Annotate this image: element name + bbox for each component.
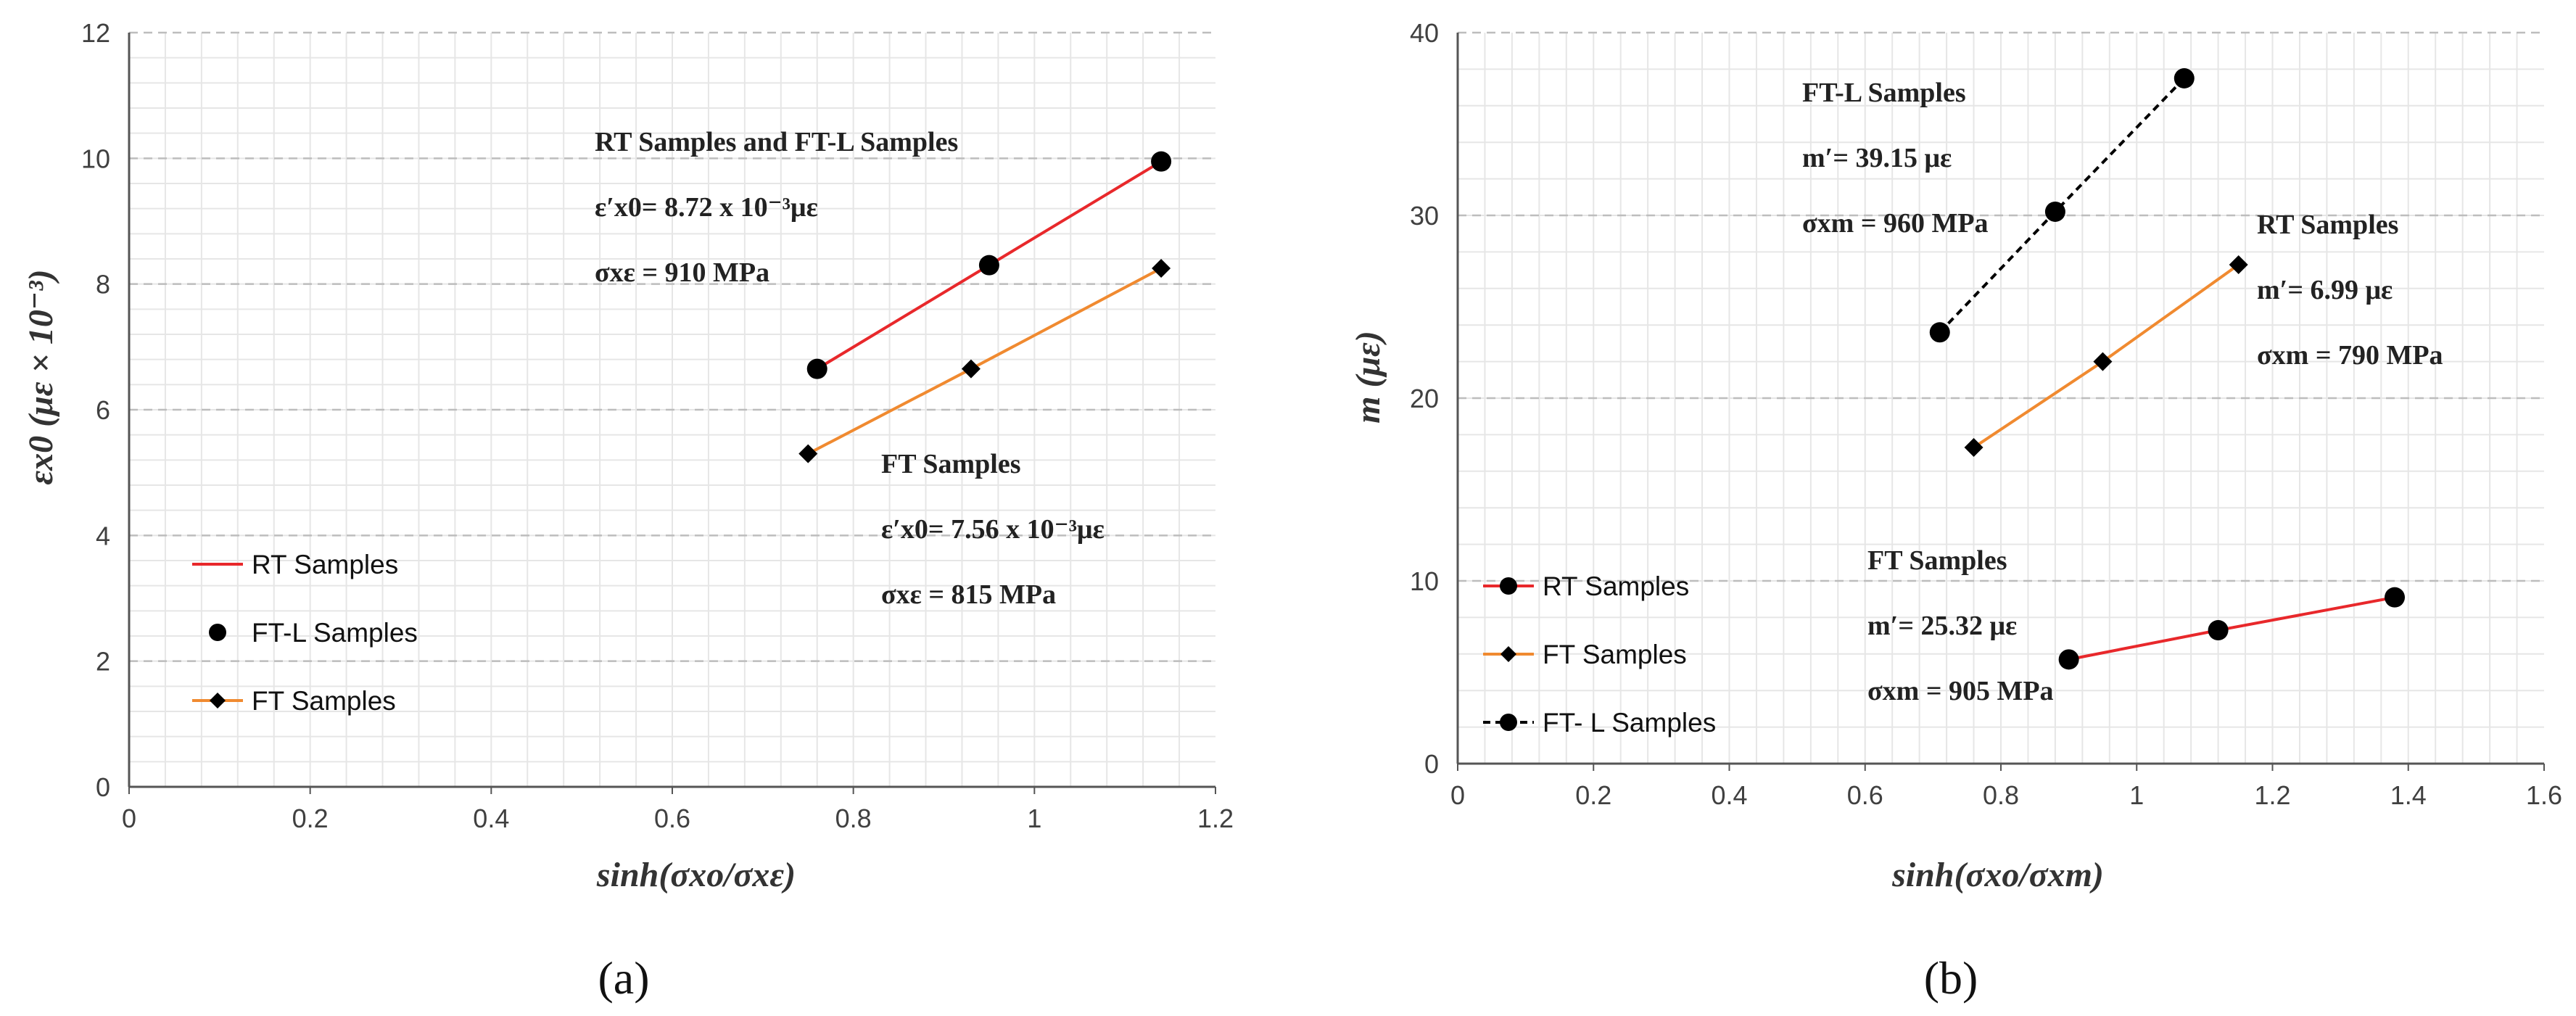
annotation-text: σxm = 905 MPa [1867, 676, 2054, 706]
x-tick-label: 0.4 [473, 804, 509, 833]
x-tick-label: 0 [1450, 780, 1465, 810]
legend-label: FT Samples [1543, 640, 1687, 669]
legend-label: RT Samples [1543, 571, 1689, 601]
legend-swatch-circle [209, 624, 226, 641]
x-tick-label: 1.2 [2254, 780, 2290, 810]
y-tick-label: 12 [81, 18, 110, 48]
x-tick-label: 1.4 [2390, 780, 2427, 810]
y-tick-label: 8 [96, 270, 110, 300]
annotation-text: m′= 25.32 με [1867, 611, 2017, 641]
data-point-circle [2058, 649, 2079, 670]
data-point-circle [978, 255, 999, 276]
y-tick-label: 4 [96, 521, 110, 550]
legend-label: RT Samples [252, 550, 398, 579]
data-point-circle [2385, 587, 2406, 608]
annotation-text: FT-L Samples [1802, 78, 1966, 108]
y-tick-label: 30 [1410, 201, 1439, 231]
y-tick-label: 2 [96, 647, 110, 677]
data-point-diamond [798, 444, 818, 463]
legend-swatch-diamond [210, 693, 226, 709]
data-point-diamond [2093, 352, 2113, 371]
data-point-circle [1929, 322, 1950, 343]
series-line [2068, 595, 2395, 661]
annotation-text: ε′x0= 7.56 x 10⁻³με [881, 514, 1105, 545]
data-point-diamond [1964, 438, 1983, 458]
data-point-circle [1151, 151, 1172, 172]
annotation-text: σxε = 815 MPa [881, 579, 1056, 610]
legend-swatch-circle [1500, 577, 1517, 595]
annotation-text: FT Samples [1867, 545, 2007, 576]
y-tick-label: 20 [1410, 384, 1439, 413]
panel-a: 0 0.2 0.4 0.6 0.8 1 1.2 0 2 4 6 8 10 12 sinh(σxo/σxε) ε… [22, 18, 1234, 1004]
legend-label: FT Samples [252, 686, 396, 716]
annotation-text: σxm = 960 MPa [1802, 208, 1989, 239]
data-point-circle [806, 358, 827, 379]
y-axis-title: εx0 (με × 10⁻³) [22, 269, 60, 484]
data-point-diamond [1152, 259, 1171, 278]
data-point-circle [2208, 620, 2229, 641]
panel-b: 0 0.2 0.4 0.6 0.8 1 1.2 1.4 1.6 0 10 20 30 40 sinh(σxo… [1349, 18, 2562, 1004]
data-point-diamond [2229, 255, 2248, 275]
annotation-text: ε′x0= 8.72 x 10⁻³με [595, 192, 818, 223]
annotation-text: RT Samples and FT-L Samples [595, 127, 958, 157]
y-tick-label: 0 [96, 772, 110, 802]
data-point-circle [2044, 201, 2065, 222]
legend-label: FT-L Samples [252, 618, 418, 648]
panel-label: (b) [1924, 952, 1978, 1004]
x-tick-label: 0 [122, 804, 136, 833]
x-axis-title: sinh(σxo/σxε) [596, 856, 796, 894]
x-tick-label: 0.6 [1847, 780, 1883, 810]
annotation-text: m′= 6.99 με [2257, 275, 2393, 305]
x-tick-label: 0.2 [292, 804, 329, 833]
legend-swatch-diamond [1500, 646, 1516, 662]
x-tick-label: 0.8 [1983, 780, 2019, 810]
data-point-circle [2174, 68, 2195, 88]
panel-label: (a) [598, 952, 649, 1004]
annotation-text: RT Samples [2257, 210, 2398, 240]
annotation-text: σxm = 790 MPa [2257, 340, 2443, 371]
x-tick-label: 0.4 [1711, 780, 1747, 810]
series-line [807, 267, 1163, 455]
x-axis-title: sinh(σxo/σxm) [1891, 856, 2104, 894]
annotation-text: m′= 39.15 με [1802, 143, 1952, 173]
annotation-text: σxε = 910 MPa [595, 257, 769, 288]
y-tick-label: 0 [1424, 749, 1439, 779]
x-tick-label: 0.2 [1575, 780, 1611, 810]
x-tick-label: 1.6 [2526, 780, 2562, 810]
y-tick-label: 10 [81, 144, 110, 173]
x-tick-label: 1 [1027, 804, 1041, 833]
x-tick-label: 1.2 [1197, 804, 1234, 833]
x-tick-label: 0.6 [654, 804, 690, 833]
x-tick-label: 0.8 [835, 804, 872, 833]
y-axis-title: m (με) [1349, 331, 1387, 424]
legend-label: FT- L Samples [1543, 708, 1716, 738]
y-tick-label: 40 [1410, 18, 1439, 48]
data-point-diamond [961, 359, 981, 379]
y-tick-label: 10 [1410, 566, 1439, 596]
legend-swatch-circle [1500, 714, 1517, 731]
x-tick-label: 1 [2129, 780, 2144, 810]
annotation-text: FT Samples [881, 449, 1021, 479]
y-tick-label: 6 [96, 395, 110, 425]
